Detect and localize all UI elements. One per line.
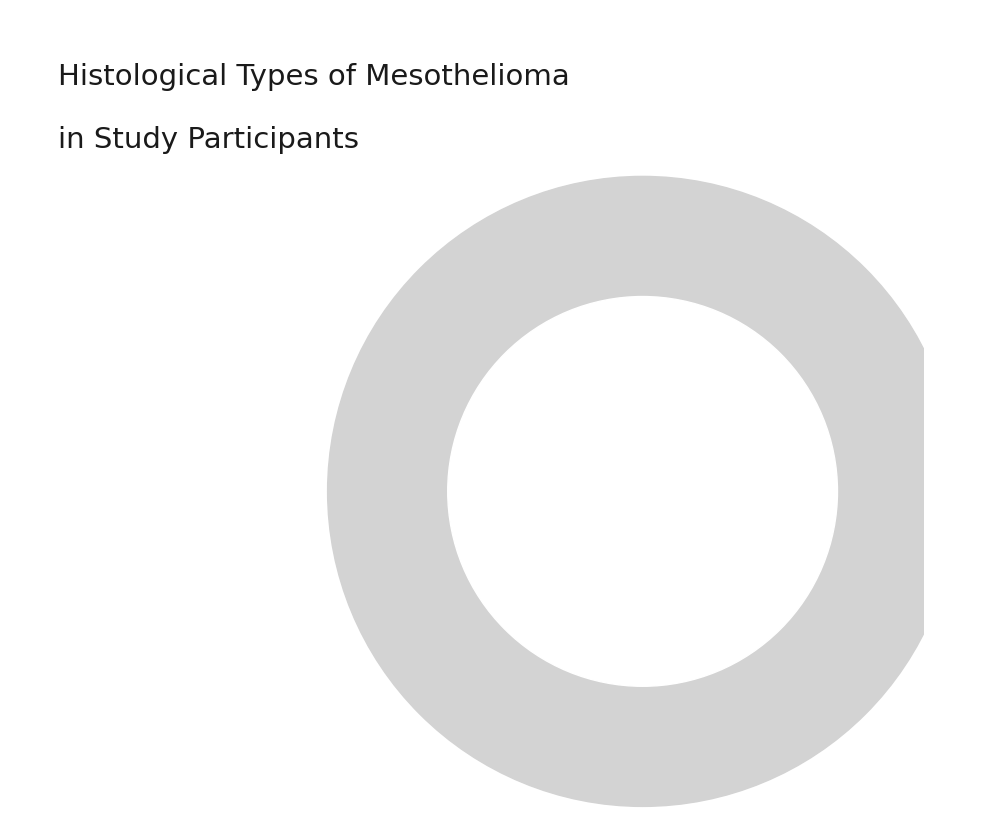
Circle shape [328, 176, 958, 806]
Circle shape [448, 297, 838, 686]
Text: Histological Types of Mesothelioma: Histological Types of Mesothelioma [58, 63, 571, 91]
Text: in Study Participants: in Study Participants [58, 126, 360, 154]
